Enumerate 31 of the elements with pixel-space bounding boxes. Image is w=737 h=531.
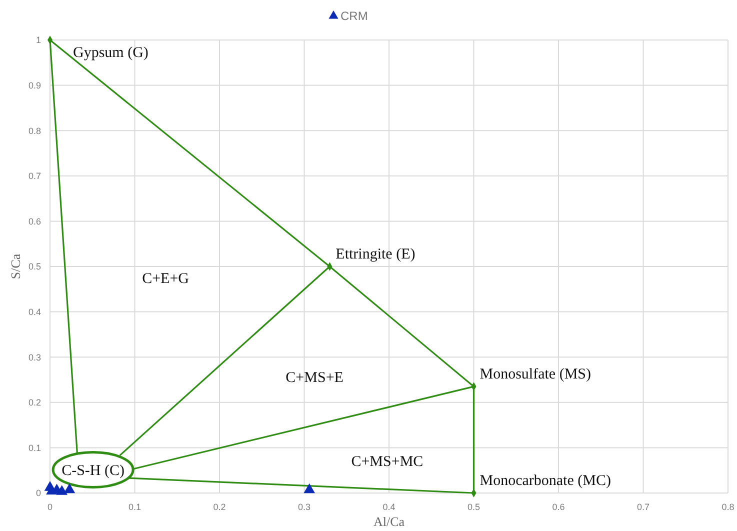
x-tick-label: 0.7 [636, 502, 650, 512]
y-tick-label: 0.8 [28, 126, 41, 136]
x-tick-label: 0.3 [298, 502, 311, 512]
y-tick-label: 0.6 [28, 216, 41, 226]
y-tick-label: 0.9 [28, 80, 41, 90]
y-tick-label: 0.1 [28, 442, 41, 453]
y-tick-label: 0.7 [28, 171, 41, 182]
annotation: Ettringite (E) [336, 246, 416, 262]
x-tick-label: 0 [47, 502, 53, 512]
y-tick-label: 0 [36, 488, 41, 498]
y-tick-label: 0.4 [28, 306, 41, 317]
y-axis-title: S/Ca [8, 254, 23, 280]
y-tick-label: 0.2 [28, 398, 41, 408]
annotation: C+MS+MC [351, 454, 424, 470]
annotation: C+E+G [142, 271, 190, 287]
x-tick-label: 0.4 [382, 502, 396, 512]
x-tick-label: 0.1 [128, 502, 142, 512]
y-tick-label: 1 [36, 35, 41, 46]
annotation: Gypsum (G) [73, 45, 148, 61]
annotation: C+MS+E [286, 370, 344, 386]
x-tick-label: 0.5 [467, 502, 480, 512]
annotation: Monosulfate (MS) [480, 366, 591, 383]
legend-label: CRM [340, 9, 368, 24]
annotation: C-S-H (C) [62, 462, 125, 479]
y-tick-label: 0.3 [28, 352, 41, 362]
x-tick-label: 0.6 [552, 502, 565, 512]
x-tick-label: 0.8 [722, 502, 734, 512]
x-axis-title: Al/Ca [373, 514, 405, 529]
y-tick-label: 0.5 [28, 262, 41, 272]
annotation: Monocarbonate (MC) [480, 473, 611, 489]
x-tick-label: 0.2 [213, 502, 226, 512]
